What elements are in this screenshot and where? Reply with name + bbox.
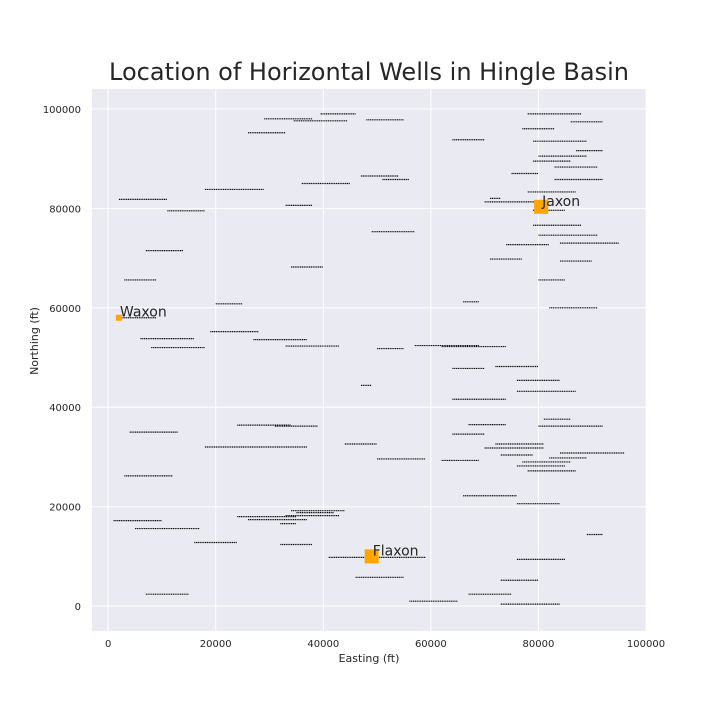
x-tick-label: 20000 <box>200 639 232 650</box>
y-axis-label: Northing (ft) <box>28 307 41 375</box>
wells-layer <box>113 113 625 605</box>
site-marker <box>364 549 379 564</box>
y-tick-label: 20000 <box>49 503 81 514</box>
site-marker <box>534 199 549 214</box>
y-tick-label: 100000 <box>43 105 81 116</box>
y-tick-label: 80000 <box>49 204 81 215</box>
x-tick-label: 60000 <box>415 639 447 650</box>
y-tick-label: 0 <box>75 602 81 613</box>
sites-layer: Jaxon Waxon Flaxon <box>115 194 580 564</box>
site-marker <box>115 314 122 321</box>
y-tick-label: 40000 <box>49 403 81 414</box>
x-tick-label: 80000 <box>523 639 555 650</box>
site-label: Flaxon <box>373 543 419 559</box>
y-axis: 0 20000 40000 60000 80000 100000 <box>43 105 81 613</box>
x-tick-label: 100000 <box>627 639 665 650</box>
x-tick-label: 40000 <box>307 639 339 650</box>
site-label: Jaxon <box>541 194 580 210</box>
x-tick-label: 0 <box>105 639 111 650</box>
chart-title: Location of Horizontal Wells in Hingle B… <box>109 58 629 86</box>
y-tick-label: 60000 <box>49 304 81 315</box>
site-label: Waxon <box>120 305 167 321</box>
x-axis-label: Easting (ft) <box>339 652 400 665</box>
plot-area <box>92 89 646 631</box>
x-axis: 0 20000 40000 60000 80000 100000 <box>105 639 665 650</box>
